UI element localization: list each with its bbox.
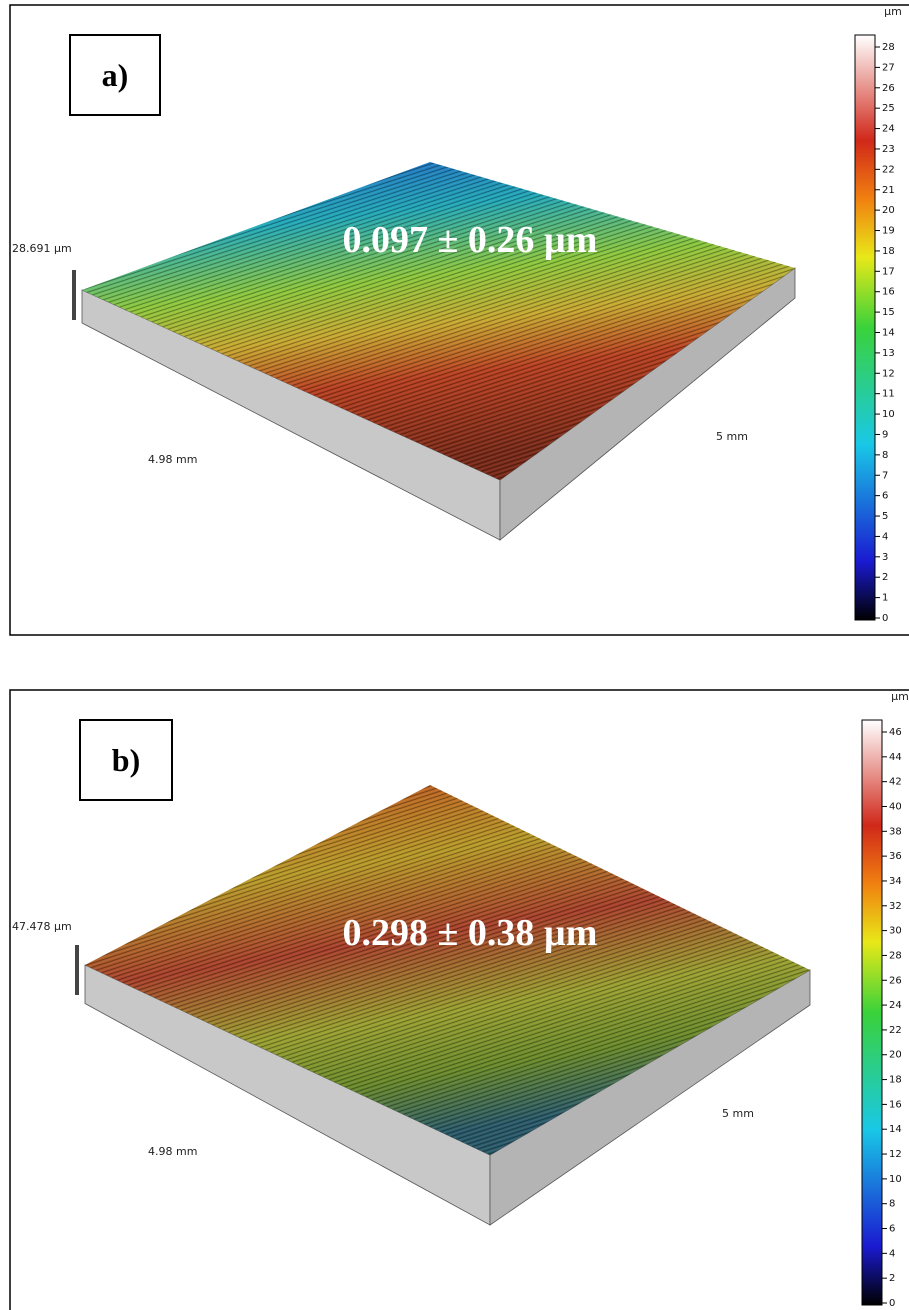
colorbar-tick-label: 4 [889, 1248, 895, 1259]
panel: b) 47.478 µm 4.98 mm 5 mm 0.298 ± 0.38 µm µm 0… [9, 689, 909, 1310]
colorbar-tick-label: 17 [882, 266, 895, 277]
colorbar-tick-label: 8 [889, 1199, 895, 1210]
colorbar-tick-label: 8 [882, 450, 888, 461]
colorbar-tick-label: 2 [889, 1273, 895, 1284]
panel-label: b) [112, 742, 140, 778]
colorbar-tick-label: 3 [882, 552, 888, 563]
colorbar [854, 34, 876, 621]
x-size-label: 4.98 mm [148, 453, 197, 466]
colorbar-tick-label: 14 [882, 328, 895, 339]
colorbar-tick-label: 22 [882, 164, 895, 175]
colorbar-tick-label: 25 [882, 103, 895, 114]
y-size-label: 5 mm [722, 1107, 754, 1120]
colorbar-tick-label: 20 [882, 205, 895, 216]
colorbar-tick-label: 16 [889, 1099, 902, 1110]
colorbar-tick-label: 16 [882, 287, 895, 298]
colorbar-tick-label: 5 [882, 511, 888, 522]
colorbar-tick-label: 24 [889, 1000, 902, 1011]
label-box [79, 719, 173, 801]
colorbar-tick-label: 1 [882, 593, 888, 604]
panel-border [9, 4, 909, 636]
colorbar-tick-label: 15 [882, 307, 895, 318]
colorbar-tick-label: 10 [882, 409, 895, 420]
colorbar-tick-label: 19 [882, 226, 895, 237]
colorbar-unit: µm [884, 5, 902, 18]
colorbar-tick-label: 30 [889, 926, 902, 937]
colorbar-tick-label: 20 [889, 1050, 902, 1061]
colorbar-tick-label: 23 [882, 144, 895, 155]
surface-texture [82, 162, 795, 480]
colorbar-unit: µm [891, 690, 909, 703]
label-box [69, 34, 161, 116]
colorbar-tick-label: 32 [889, 901, 902, 912]
colorbar-tick-label: 2 [882, 572, 888, 583]
colorbar-tick-label: 6 [882, 491, 888, 502]
colorbar-tick-label: 42 [889, 777, 902, 788]
colorbar-tick-label: 28 [882, 42, 895, 53]
colorbar-tick-label: 40 [889, 801, 902, 812]
panel: a) 28.691 µm 4.98 mm 5 mm 0.097 ± 0.26 µm µm 0… [9, 4, 909, 636]
colorbar-tick-label: 12 [889, 1149, 902, 1160]
colorbar-tick-label: 0 [882, 613, 888, 624]
panel-label: a) [102, 57, 129, 93]
height-label: 28.691 µm [12, 242, 72, 255]
y-size-label: 5 mm [716, 430, 748, 443]
colorbar [861, 719, 883, 1306]
colorbar-tick-label: 18 [889, 1075, 902, 1086]
panel-border [9, 689, 909, 1310]
colorbar-tick-label: 28 [889, 950, 902, 961]
colorbar-tick-label: 18 [882, 246, 895, 257]
colorbar-tick-label: 14 [889, 1124, 902, 1135]
colorbar-tick-label: 46 [889, 727, 902, 738]
colorbar-tick-label: 0 [889, 1298, 895, 1309]
colorbar-tick-label: 6 [889, 1224, 895, 1235]
colorbar-tick-label: 38 [889, 826, 902, 837]
roughness-value: 0.097 ± 0.26 µm [343, 219, 598, 261]
colorbar-tick-label: 13 [882, 348, 895, 359]
colorbar-tick-label: 36 [889, 851, 902, 862]
colorbar-tick-label: 26 [882, 83, 895, 94]
colorbar-tick-label: 44 [889, 752, 902, 763]
colorbar-tick-label: 27 [882, 62, 895, 73]
colorbar-tick-label: 21 [882, 185, 895, 196]
colorbar-tick-label: 4 [882, 531, 888, 542]
surface-texture [85, 785, 810, 1155]
colorbar-tick-label: 34 [889, 876, 902, 887]
colorbar-tick-label: 24 [882, 124, 895, 135]
colorbar-tick-label: 9 [882, 429, 888, 440]
colorbar-tick-label: 10 [889, 1174, 902, 1185]
colorbar-tick-label: 11 [882, 389, 895, 400]
colorbar-tick-label: 12 [882, 368, 895, 379]
colorbar-tick-label: 26 [889, 975, 902, 986]
height-label: 47.478 µm [12, 920, 72, 933]
colorbar-tick-label: 7 [882, 470, 888, 481]
roughness-value: 0.298 ± 0.38 µm [343, 912, 598, 954]
x-size-label: 4.98 mm [148, 1145, 197, 1158]
surface-wall [499, 267, 796, 541]
colorbar-tick-label: 22 [889, 1025, 902, 1036]
